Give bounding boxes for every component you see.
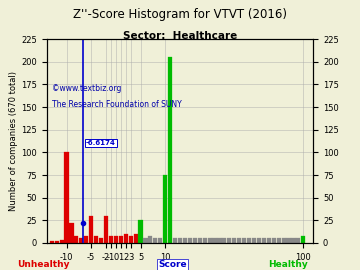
Bar xyxy=(84,236,88,243)
Text: Healthy: Healthy xyxy=(268,260,308,269)
Bar xyxy=(193,238,197,243)
Bar xyxy=(257,238,261,243)
Bar xyxy=(291,238,296,243)
Bar xyxy=(207,238,212,243)
Bar xyxy=(282,238,286,243)
Bar xyxy=(237,238,241,243)
Bar xyxy=(99,238,103,243)
Bar xyxy=(252,238,256,243)
Bar xyxy=(104,216,108,243)
Bar xyxy=(50,241,54,243)
Bar xyxy=(188,238,192,243)
Bar xyxy=(262,238,266,243)
Text: The Research Foundation of SUNY: The Research Foundation of SUNY xyxy=(52,100,182,109)
Text: ©www.textbiz.org: ©www.textbiz.org xyxy=(52,84,122,93)
Bar xyxy=(59,240,64,243)
Bar xyxy=(148,236,153,243)
Bar xyxy=(212,238,217,243)
Bar xyxy=(301,236,305,243)
Bar xyxy=(168,57,172,243)
Bar xyxy=(153,238,157,243)
Bar xyxy=(64,152,69,243)
Bar xyxy=(163,175,167,243)
Bar xyxy=(217,238,221,243)
Text: Sector:  Healthcare: Sector: Healthcare xyxy=(123,31,237,41)
Bar xyxy=(296,238,301,243)
Bar xyxy=(227,238,231,243)
Bar xyxy=(134,234,138,243)
Bar xyxy=(79,238,84,243)
Bar xyxy=(198,238,202,243)
Bar xyxy=(55,241,59,243)
Bar xyxy=(242,238,246,243)
Bar xyxy=(276,238,281,243)
Bar xyxy=(232,238,237,243)
Bar xyxy=(173,238,177,243)
Bar xyxy=(109,236,113,243)
Bar xyxy=(89,216,93,243)
Y-axis label: Number of companies (670 total): Number of companies (670 total) xyxy=(9,71,18,211)
Bar xyxy=(114,236,118,243)
Bar xyxy=(267,238,271,243)
Bar xyxy=(143,238,148,243)
Bar xyxy=(272,238,276,243)
Bar xyxy=(74,236,78,243)
Bar xyxy=(69,223,73,243)
Bar xyxy=(119,236,123,243)
Bar xyxy=(183,238,187,243)
Bar xyxy=(203,238,207,243)
Bar xyxy=(123,234,128,243)
Bar xyxy=(287,238,291,243)
Text: Score: Score xyxy=(158,260,187,269)
Bar xyxy=(247,238,251,243)
Text: Z''-Score Histogram for VTVT (2016): Z''-Score Histogram for VTVT (2016) xyxy=(73,8,287,21)
Bar xyxy=(129,236,133,243)
Text: -6.6174: -6.6174 xyxy=(86,140,116,146)
Text: Unhealthy: Unhealthy xyxy=(17,260,69,269)
Bar xyxy=(158,238,162,243)
Bar xyxy=(178,238,182,243)
Bar xyxy=(222,238,226,243)
Bar xyxy=(94,236,98,243)
Bar xyxy=(139,220,143,243)
